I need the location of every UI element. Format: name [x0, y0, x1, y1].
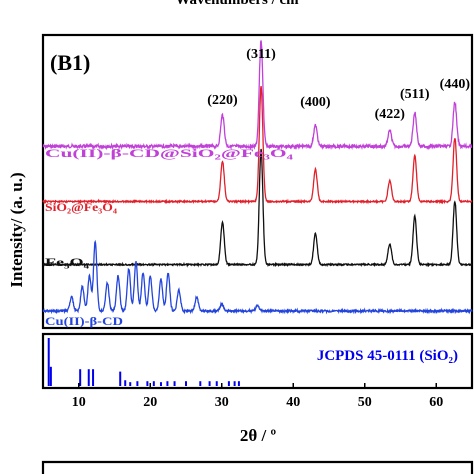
peak-label-5: (440)	[440, 77, 471, 92]
x-axis: 10 20 30 40 50 60	[72, 383, 443, 410]
peak-label-2: (400)	[300, 95, 331, 110]
peak-label-3: (422)	[375, 107, 406, 122]
x-tick-label: 20	[143, 395, 157, 410]
x-tick-label: 60	[429, 395, 443, 410]
series-line-1	[42, 85, 473, 205]
next-panel-frame	[41, 460, 474, 474]
peak-label-1: (311)	[246, 47, 276, 62]
peak-label-4: (511)	[400, 87, 430, 102]
plot-area: Cu(II)-β-CD@SiO₂@Fe₃O₄ SiO₂@Fe₃O₄ Fe₃O₄ Cu(…	[42, 40, 473, 328]
series-label-1: SiO₂@Fe₃O₄	[45, 200, 117, 214]
x-tick-label: 50	[358, 395, 372, 410]
x-axis-label: 2θ / º	[240, 426, 277, 445]
peak-label-0: (220)	[207, 93, 238, 108]
y-axis-label: Intensity/ (a. u.)	[7, 172, 26, 287]
panel-label: (B1)	[50, 50, 90, 75]
series-label-0: Cu(II)-β-CD@SiO₂@Fe₃O₄	[45, 146, 294, 160]
x-tick-label: 30	[215, 395, 229, 410]
previous-panel-xlabel: Wavenumbers / cm	[175, 0, 299, 8]
series-line-3	[42, 239, 473, 315]
series-line-2	[42, 148, 473, 268]
reference-panel-frame	[41, 332, 474, 390]
series-line-0	[42, 40, 473, 151]
series-label-2: Fe₃O₄	[45, 255, 90, 269]
reference-sticks	[47, 338, 240, 386]
main-plot-frame	[41, 33, 474, 330]
x-tick-label: 40	[286, 395, 300, 410]
reference-label: JCPDS 45-0111 (SiO₂)	[317, 348, 458, 364]
series-label-3: Cu(II)-β-CD	[45, 314, 123, 328]
x-tick-label: 10	[72, 395, 86, 410]
